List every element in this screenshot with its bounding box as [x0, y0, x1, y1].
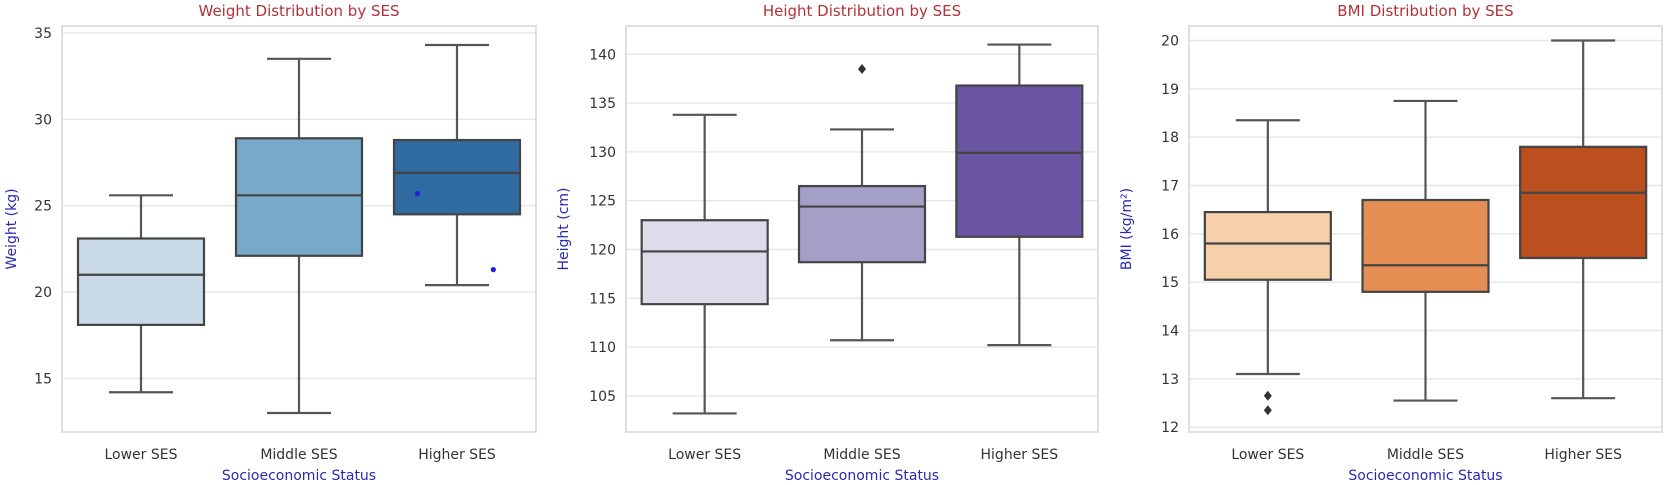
chart-title: BMI Distribution by SES — [1337, 2, 1513, 20]
y-axis-label: Weight (kg) — [4, 188, 20, 269]
y-tick-label: 140 — [589, 47, 616, 63]
outlier-point — [1263, 405, 1272, 416]
y-tick-label: 13 — [1161, 372, 1179, 388]
y-tick-label: 14 — [1161, 324, 1179, 340]
y-tick-label: 20 — [34, 285, 52, 301]
chart-title: Weight Distribution by SES — [199, 2, 400, 20]
y-axis-label: Height (cm) — [556, 188, 572, 271]
y-tick-label: 19 — [1161, 82, 1179, 98]
iqr-box — [1519, 145, 1648, 260]
data-point — [490, 267, 496, 273]
y-tick-label: 35 — [34, 26, 52, 42]
outlier-point — [858, 63, 866, 74]
y-tick-label: 130 — [589, 145, 616, 161]
x-tick-label: Higher SES — [981, 447, 1059, 463]
box-higher-ses — [955, 43, 1084, 347]
y-tick-label: 110 — [589, 340, 616, 356]
y-tick-label: 30 — [34, 112, 52, 128]
y-tick-label: 25 — [34, 199, 52, 215]
box-higher-ses — [1519, 39, 1648, 400]
x-axis-label: Socioeconomic Status — [785, 468, 939, 484]
chart-panel-3: 12 13 14 15 16 17 18 19 20 Lower SES Middle SES Hig… — [1119, 2, 1663, 484]
x-tick-label: Lower SES — [1231, 447, 1304, 463]
y-axis-label: BMI (kg/m²) — [1119, 188, 1135, 270]
y-tick-label: 15 — [1161, 275, 1179, 291]
iqr-box — [640, 219, 769, 306]
iqr-box — [76, 237, 206, 326]
x-tick-label: Middle SES — [1387, 447, 1464, 463]
y-tick-label: 135 — [589, 96, 616, 112]
y-tick-label: 120 — [589, 242, 616, 258]
box-lower-ses — [76, 194, 206, 394]
chart-title: Height Distribution by SES — [763, 2, 961, 20]
y-tick-label: 15 — [34, 371, 52, 387]
iqr-box — [955, 84, 1084, 238]
box-lower-ses — [640, 113, 769, 415]
iqr-box — [234, 137, 364, 257]
x-tick-label: Middle SES — [823, 447, 900, 463]
x-tick-label: Middle SES — [260, 447, 337, 463]
chart-panel-2: 105 110 115 120 125 130 135 140 Lower SES Middle … — [556, 2, 1099, 484]
chart-panel-1: 15 20 25 30 35 Lower SES Middle SES Higher SES W… — [4, 2, 537, 484]
box-higher-ses — [392, 43, 522, 287]
x-tick-label: Lower SES — [668, 447, 741, 463]
x-axis-label: Socioeconomic Status — [222, 468, 376, 484]
iqr-box — [797, 184, 927, 264]
y-tick-label: 18 — [1161, 130, 1179, 146]
iqr-box — [1361, 198, 1490, 293]
y-tick-label: 17 — [1161, 179, 1179, 195]
plot-frame — [1188, 25, 1663, 433]
iqr-box — [392, 138, 522, 216]
plot-frame — [625, 25, 1099, 433]
y-tick-label: 16 — [1161, 227, 1179, 243]
iqr-box — [1203, 210, 1332, 281]
y-tick-label: 105 — [589, 389, 616, 405]
data-point — [414, 190, 421, 197]
plot-frame — [61, 25, 537, 433]
box-middle-ses — [234, 57, 364, 415]
box-middle-ses — [797, 63, 927, 342]
y-tick-label: 20 — [1161, 34, 1179, 50]
y-tick-label: 115 — [589, 291, 616, 307]
x-tick-label: Lower SES — [104, 447, 177, 463]
outlier-point — [1263, 390, 1272, 401]
y-tick-label: 12 — [1161, 420, 1179, 436]
x-tick-label: Higher SES — [1544, 447, 1622, 463]
box-middle-ses — [1361, 99, 1490, 402]
x-tick-label: Higher SES — [418, 447, 496, 463]
box-lower-ses — [1203, 119, 1332, 416]
x-axis-label: Socioeconomic Status — [1348, 468, 1502, 484]
y-tick-label: 125 — [589, 194, 616, 210]
